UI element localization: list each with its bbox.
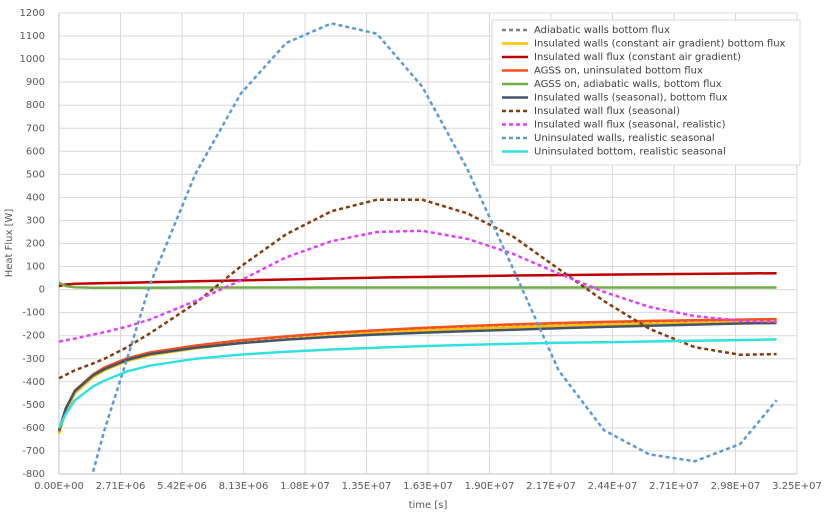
legend-label: AGSS on, uninsulated bottom flux	[534, 66, 703, 77]
x-tick-label: 8.13E+06	[219, 481, 269, 492]
series-line	[58, 281, 777, 290]
y-tick-label: -300	[22, 354, 45, 365]
legend-label: Insulated walls (constant air gradient) …	[534, 39, 786, 50]
x-tick-label: 1.63E+07	[403, 481, 453, 492]
series-line	[57, 338, 777, 429]
series-line	[57, 320, 777, 435]
x-tick-label: 0.00E+00	[34, 481, 84, 492]
x-tick-label: 5.42E+06	[157, 481, 207, 492]
series-line	[58, 271, 777, 288]
legend-label: Uninsulated bottom, realistic seasonal	[534, 147, 726, 158]
y-tick-label: -100	[22, 308, 45, 319]
legend-label: Uninsulated walls, realistic seasonal	[534, 133, 715, 144]
series-line	[91, 22, 778, 473]
y-tick-label: -800	[22, 469, 45, 480]
y-tick-label: 1000	[20, 54, 45, 65]
y-axis-label: Heat Flux [W]	[4, 209, 15, 278]
legend-box	[491, 19, 801, 166]
legend: Adiabatic walls bottom flux Insulated wal…	[491, 19, 801, 166]
y-tick-label: 600	[26, 146, 45, 157]
y-tick-label: 0	[39, 285, 45, 296]
y-tick-label: -500	[22, 400, 45, 411]
legend-label: Insulated wall flux (constant air gradie…	[534, 52, 741, 63]
y-tick-label: 200	[26, 239, 45, 250]
y-tick-label: 900	[26, 77, 45, 88]
series-line	[58, 198, 777, 380]
legend-label: Insulated wall flux (seasonal)	[534, 106, 680, 117]
x-axis-label: time [s]	[409, 500, 448, 511]
legend-label: Insulated walls (seasonal), bottom flux	[534, 93, 728, 104]
y-tick-label: -600	[22, 423, 45, 434]
legend-label: AGSS on, adiabatic walls, bottom flux	[534, 79, 722, 90]
y-tick-label: 800	[26, 100, 45, 111]
series-line	[57, 321, 777, 431]
x-tick-label: 1.35E+07	[342, 481, 392, 492]
x-tick-label: 2.71E+06	[96, 481, 146, 492]
y-tick-label: 500	[26, 169, 45, 180]
y-tick-label: -400	[22, 377, 45, 388]
x-tick-label: 3.25E+07	[772, 481, 822, 492]
y-tick-label: 1100	[20, 31, 45, 42]
legend-label: Adiabatic walls bottom flux	[534, 25, 670, 36]
x-tick-label: 2.17E+07	[526, 481, 576, 492]
y-tick-label: -200	[22, 331, 45, 342]
x-tick-label: 2.98E+07	[711, 481, 761, 492]
x-tick-label: 1.90E+07	[465, 481, 515, 492]
x-tick-label: 2.44E+07	[588, 481, 638, 492]
x-tick-label: 2.71E+07	[649, 481, 699, 492]
series-line	[57, 318, 777, 433]
series-line	[58, 229, 777, 343]
y-tick-label: 700	[26, 123, 45, 134]
legend-label: Insulated wall flux (seasonal, realistic…	[534, 120, 726, 131]
y-tick-label: 100	[26, 262, 45, 273]
y-tick-label: 300	[26, 215, 45, 226]
x-tick-label: 1.08E+07	[280, 481, 330, 492]
y-tick-label: 1200	[20, 8, 45, 19]
y-tick-label: 400	[26, 192, 45, 203]
y-tick-label: -700	[22, 446, 45, 457]
